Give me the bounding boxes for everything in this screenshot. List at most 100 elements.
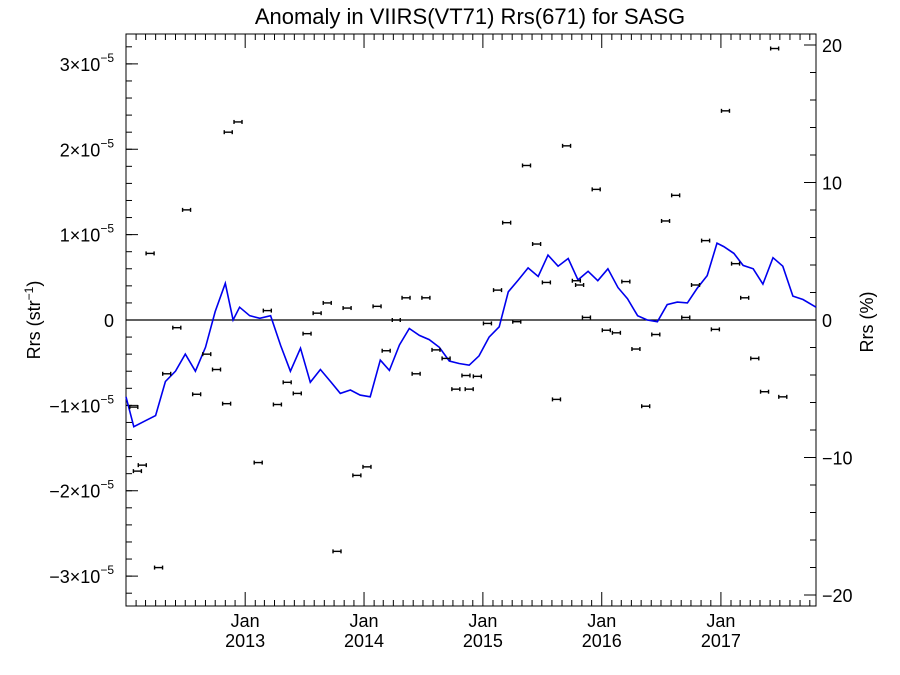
data-point: [690, 282, 701, 287]
data-point: [621, 279, 631, 284]
data-point: [651, 332, 661, 337]
y-axis-right-label: Rrs (%): [857, 292, 877, 353]
y-left-tick-label: 0: [104, 311, 114, 331]
y-left-tick-mantissa: −3×10: [49, 567, 100, 587]
data-point: [332, 549, 342, 554]
data-point: [720, 108, 731, 113]
data-point: [253, 460, 263, 465]
data-point: [464, 387, 474, 392]
y-left-tick-mantissa: 3×10: [60, 55, 101, 75]
y-right-tick-label: −20: [822, 586, 853, 606]
y-left-tick-label: 3×10−5: [60, 51, 115, 75]
tick-labels: 3×10−52×10−51×10−50−1×10−5−2×10−5−3×10−5…: [49, 36, 852, 651]
data-point: [391, 318, 401, 322]
data-point: [129, 405, 139, 410]
y-left-tick-label: −1×10−5: [49, 392, 114, 416]
y-left-tick-label: 2×10−5: [60, 136, 115, 160]
data-point: [441, 356, 451, 361]
data-point: [739, 295, 750, 300]
data-point: [750, 356, 760, 361]
data-point: [153, 565, 164, 570]
data-point: [312, 311, 322, 316]
data-point: [561, 143, 572, 148]
data-point: [571, 278, 582, 283]
data-point: [302, 331, 312, 336]
chart-title: Anomaly in VIIRS(VT71) Rrs(671) for SASG: [255, 4, 685, 29]
y-left-tick-mantissa: −1×10: [49, 396, 100, 416]
data-point: [372, 304, 382, 309]
data-point: [411, 371, 421, 376]
data-point: [322, 300, 332, 305]
data-point: [145, 251, 155, 256]
data-point: [132, 469, 143, 474]
data-point: [541, 280, 552, 285]
data-point: [431, 347, 441, 352]
data-point: [421, 295, 431, 300]
data-point: [681, 315, 691, 320]
data-point: [381, 348, 391, 353]
series-points: [129, 46, 788, 570]
data-point: [492, 288, 503, 293]
data-point: [521, 163, 532, 168]
y-left-tick-mantissa: 1×10: [60, 226, 101, 246]
data-point: [482, 321, 493, 326]
data-point: [352, 473, 362, 478]
data-point: [611, 330, 622, 335]
y-left-tick-exponent: −5: [100, 478, 114, 492]
x-tick-month: Jan: [231, 611, 260, 631]
y-left-tick-exponent: −5: [100, 392, 114, 406]
data-point: [472, 374, 483, 379]
series-line: [125, 242, 817, 428]
data-point: [660, 218, 671, 223]
data-point: [574, 282, 585, 287]
x-tick-year: 2015: [463, 631, 503, 651]
data-point: [640, 404, 651, 409]
x-tick-year: 2013: [225, 631, 265, 651]
data-point: [730, 261, 741, 266]
y-right-tick-label: 0: [822, 311, 832, 331]
data-point: [221, 401, 232, 406]
data-point: [759, 389, 770, 394]
data-point: [778, 394, 788, 399]
x-tick-year: 2016: [582, 631, 622, 651]
data-point: [461, 373, 471, 378]
data-point: [223, 130, 233, 135]
data-point: [162, 371, 172, 376]
y-left-tick-label: −2×10−5: [49, 478, 114, 502]
data-point: [591, 187, 601, 192]
x-tick-month: Jan: [587, 611, 616, 631]
x-tick-month: Jan: [468, 611, 497, 631]
y-right-tick-label: 20: [822, 36, 842, 56]
y-left-tick-exponent: −5: [100, 563, 114, 577]
y-right-tick-label: −10: [822, 449, 853, 469]
data-point: [292, 391, 302, 396]
data-point: [451, 387, 461, 392]
y-left-tick-mantissa: 2×10: [60, 140, 101, 160]
axis-ticks: [126, 34, 816, 606]
data-point: [172, 325, 182, 330]
data-point: [342, 306, 352, 311]
x-tick-month: Jan: [706, 611, 735, 631]
x-tick-month: Jan: [350, 611, 379, 631]
data-point: [362, 464, 372, 469]
data-point: [531, 242, 542, 247]
data-point: [512, 319, 522, 324]
data-point: [181, 207, 192, 212]
x-tick-year: 2017: [701, 631, 741, 651]
data-point: [262, 308, 273, 313]
y-left-tick-mantissa: −2×10: [49, 482, 100, 502]
data-point: [211, 367, 222, 372]
data-point: [551, 397, 562, 402]
y-left-tick-label: 1×10−5: [60, 222, 115, 246]
data-point: [202, 352, 212, 357]
y-right-tick-label: 10: [822, 174, 842, 194]
data-point: [710, 327, 721, 332]
data-point: [282, 380, 292, 385]
data-point: [137, 463, 147, 468]
y-left-tick-exponent: −5: [100, 222, 114, 236]
data-point: [501, 220, 512, 225]
data-point: [272, 402, 283, 407]
x-tick-year: 2014: [344, 631, 384, 651]
y-left-tick-exponent: −5: [100, 51, 114, 65]
